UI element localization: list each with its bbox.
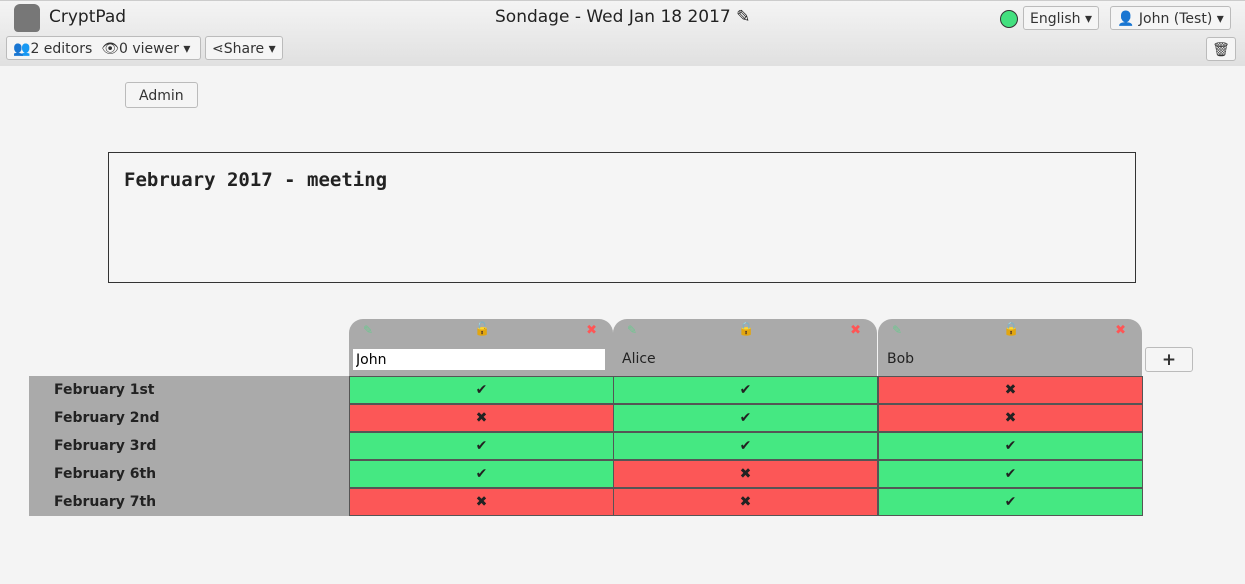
user-menu[interactable]: 👤 John (Test) ▾ — [1110, 6, 1231, 30]
vote-yes-cell: ✔ — [878, 488, 1143, 516]
check-icon: ✔ — [739, 382, 752, 398]
connection-status-indicator — [1000, 10, 1018, 28]
check-icon: ✔ — [1004, 494, 1017, 510]
lock-icon[interactable]: 🔒 — [1003, 322, 1020, 337]
column-name-input[interactable] — [353, 349, 605, 370]
trash-icon: 🗑 — [1212, 42, 1230, 58]
vote-yes-cell[interactable]: ✔ — [349, 460, 614, 488]
users-dropdown[interactable]: 👥2 editors 👁0 viewer ▾ — [6, 36, 201, 60]
vote-no-cell: ✖ — [613, 488, 878, 516]
caret-down-icon: ▾ — [183, 41, 191, 57]
unlock-icon[interactable]: 🔓 — [474, 322, 491, 337]
editors-count: 2 editors — [30, 41, 93, 57]
column-header-alice: ✎ 🔒 ✖ Alice — [613, 319, 877, 376]
viewers-count: 0 viewer — [118, 41, 179, 57]
app-name: CryptPad — [49, 7, 127, 27]
caret-down-icon: ▾ — [1085, 11, 1093, 27]
toolbar: CryptPad Sondage - Wed Jan 18 2017 ✎ Eng… — [0, 0, 1245, 66]
share-button[interactable]: ⋖Share ▾ — [205, 36, 283, 60]
lock-icon[interactable]: 🔒 — [738, 322, 755, 337]
vote-yes-cell: ✔ — [613, 376, 878, 404]
column-name: Alice — [622, 351, 656, 367]
caret-down-icon: ▾ — [1216, 11, 1224, 27]
vote-yes-cell[interactable]: ✔ — [349, 432, 614, 460]
check-icon: ✔ — [475, 382, 488, 398]
cryptpad-logo — [14, 4, 40, 32]
vote-no-cell: ✖ — [878, 376, 1143, 404]
vote-yes-cell: ✔ — [878, 460, 1143, 488]
row-label[interactable]: February 2nd — [29, 404, 349, 432]
remove-column-icon[interactable]: ✖ — [1115, 323, 1126, 338]
vote-no-cell[interactable]: ✖ — [349, 404, 614, 432]
row-label[interactable]: February 7th — [29, 488, 349, 516]
admin-button[interactable]: Admin — [125, 82, 198, 108]
cross-icon: ✖ — [739, 494, 752, 510]
check-icon: ✔ — [475, 466, 488, 482]
delete-button[interactable]: 🗑 — [1206, 37, 1236, 61]
row-label[interactable]: February 1st — [29, 376, 349, 404]
user-name: John (Test) — [1138, 11, 1213, 27]
add-column-button[interactable]: + — [1145, 347, 1193, 372]
poll-title: February 2017 - meeting — [124, 169, 388, 191]
row-label[interactable]: February 6th — [29, 460, 349, 488]
column-header-john: ✎ 🔓 ✖ — [349, 319, 613, 376]
cross-icon: ✖ — [1004, 382, 1017, 398]
row-label[interactable]: February 3rd — [29, 432, 349, 460]
check-icon: ✔ — [475, 438, 488, 454]
edit-pencil-icon[interactable]: ✎ — [627, 323, 638, 337]
language-selector[interactable]: English ▾ — [1023, 6, 1100, 30]
check-icon: ✔ — [1004, 466, 1017, 482]
share-label: Share — [223, 41, 265, 57]
pad-title-text: Sondage - Wed Jan 18 2017 — [495, 7, 731, 27]
vote-yes-cell: ✔ — [613, 404, 878, 432]
column-header-bob: ✎ 🔒 ✖ Bob — [878, 319, 1142, 376]
eye-icon: 👁 — [101, 41, 119, 57]
edit-pencil-icon[interactable]: ✎ — [363, 323, 374, 337]
vote-yes-cell: ✔ — [878, 432, 1143, 460]
check-icon: ✔ — [739, 410, 752, 426]
user-icon: 👤 — [1117, 11, 1135, 27]
vote-no-cell: ✖ — [613, 460, 878, 488]
vote-no-cell[interactable]: ✖ — [349, 488, 614, 516]
pad-title[interactable]: Sondage - Wed Jan 18 2017 ✎ — [495, 7, 750, 27]
vote-no-cell: ✖ — [878, 404, 1143, 432]
check-icon: ✔ — [739, 438, 752, 454]
share-icon: ⋖ — [212, 41, 224, 57]
pencil-icon[interactable]: ✎ — [736, 7, 751, 27]
column-name: Bob — [887, 351, 915, 367]
check-icon: ✔ — [1004, 438, 1017, 454]
users-icon: 👥 — [13, 41, 31, 57]
vote-yes-cell[interactable]: ✔ — [349, 376, 614, 404]
remove-column-icon[interactable]: ✖ — [586, 323, 597, 338]
cross-icon: ✖ — [739, 466, 752, 482]
remove-column-icon[interactable]: ✖ — [850, 323, 861, 338]
cross-icon: ✖ — [1004, 410, 1017, 426]
edit-pencil-icon[interactable]: ✎ — [892, 323, 903, 337]
cross-icon: ✖ — [475, 410, 488, 426]
caret-down-icon: ▾ — [268, 41, 276, 57]
cross-icon: ✖ — [475, 494, 488, 510]
vote-yes-cell: ✔ — [613, 432, 878, 460]
language-label: English — [1030, 11, 1081, 27]
poll-description[interactable]: February 2017 - meeting — [108, 152, 1136, 283]
